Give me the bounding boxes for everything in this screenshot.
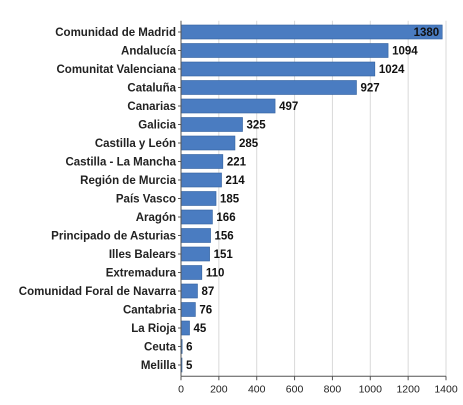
category-label: Comunidad Foral de Navarra bbox=[19, 286, 177, 298]
bar bbox=[180, 61, 376, 77]
data-label: 325 bbox=[247, 120, 267, 132]
category-label: La Rioja bbox=[131, 323, 176, 335]
category-label: Aragón bbox=[136, 212, 176, 224]
data-label: 87 bbox=[201, 286, 214, 298]
x-tick-label: 800 bbox=[324, 383, 342, 395]
data-label: 110 bbox=[206, 268, 225, 280]
data-label: 5 bbox=[186, 360, 193, 372]
bar bbox=[180, 191, 217, 206]
category-label: Ceuta bbox=[144, 342, 177, 354]
x-tick-label: 1000 bbox=[359, 383, 383, 395]
x-tick-label: 1200 bbox=[396, 383, 420, 395]
bar bbox=[180, 98, 276, 114]
category-label: Extremadura bbox=[106, 268, 177, 280]
category-label: Illes Balears bbox=[109, 249, 176, 261]
data-label: 927 bbox=[360, 83, 379, 95]
bar bbox=[180, 80, 357, 95]
data-label: 76 bbox=[199, 305, 212, 317]
category-label: Castilla y León bbox=[95, 138, 176, 150]
category-label: Principado de Asturias bbox=[51, 231, 176, 243]
bar bbox=[180, 43, 389, 58]
axes bbox=[178, 20, 447, 381]
bar bbox=[180, 209, 213, 225]
category-label: Andalucía bbox=[121, 46, 177, 58]
bar bbox=[180, 172, 222, 188]
category-label: Cataluña bbox=[127, 83, 176, 95]
data-label: 1094 bbox=[392, 46, 418, 58]
labels: Comunidad de Madrid 1380 Andalucía 1094 Comu… bbox=[19, 27, 458, 395]
category-label: Región de Murcia bbox=[80, 175, 176, 187]
category-label: Comunidad de Madrid bbox=[55, 27, 176, 39]
category-label: Cantabria bbox=[123, 305, 177, 317]
data-label: 285 bbox=[239, 138, 259, 150]
category-label: Canarias bbox=[127, 101, 176, 113]
data-label: 151 bbox=[214, 249, 234, 261]
bar bbox=[180, 302, 196, 317]
x-tick-label: 400 bbox=[248, 383, 266, 395]
category-label: Comunitat Valenciana bbox=[56, 64, 176, 76]
data-label: 45 bbox=[194, 323, 207, 335]
data-label: 221 bbox=[227, 157, 247, 169]
bar bbox=[180, 320, 190, 336]
data-label: 166 bbox=[216, 212, 235, 224]
data-label: 185 bbox=[220, 194, 240, 206]
category-label: Castilla - La Mancha bbox=[65, 157, 176, 169]
x-tick-label: 600 bbox=[286, 383, 304, 395]
category-label: Galicia bbox=[138, 120, 176, 132]
category-label: Melilla bbox=[141, 360, 177, 372]
bar bbox=[180, 246, 210, 262]
bar bbox=[180, 135, 236, 151]
data-label: 1380 bbox=[414, 27, 440, 39]
bars bbox=[180, 24, 443, 373]
bar bbox=[180, 228, 211, 243]
bar bbox=[180, 24, 443, 40]
bar bbox=[180, 154, 224, 169]
data-label: 6 bbox=[186, 342, 192, 354]
x-tick-label: 0 bbox=[178, 383, 184, 395]
x-tick-label: 1400 bbox=[434, 383, 458, 395]
x-tick-label: 200 bbox=[210, 383, 228, 395]
bar bbox=[180, 283, 198, 299]
grid-lines bbox=[218, 20, 447, 377]
bar bbox=[180, 117, 243, 132]
data-label: 156 bbox=[215, 231, 234, 243]
data-label: 497 bbox=[279, 101, 298, 113]
data-label: 1024 bbox=[379, 64, 405, 76]
bar bbox=[180, 265, 203, 280]
category-label: País Vasco bbox=[116, 194, 176, 206]
data-label: 214 bbox=[226, 175, 246, 187]
